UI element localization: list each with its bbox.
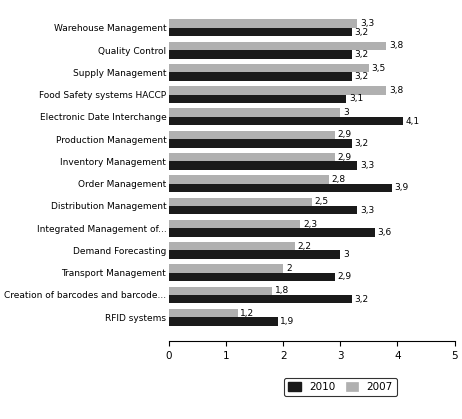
Bar [169, 228, 375, 237]
Text: 3,5: 3,5 [372, 64, 386, 73]
Text: 3,2: 3,2 [355, 28, 369, 37]
Bar [169, 264, 283, 273]
Text: 3,9: 3,9 [395, 184, 409, 192]
Bar [169, 295, 352, 303]
Bar [169, 50, 352, 59]
Bar [169, 117, 403, 125]
Bar [169, 175, 329, 184]
Text: 2: 2 [286, 264, 292, 273]
Text: 3,2: 3,2 [355, 50, 369, 59]
Text: 3,3: 3,3 [360, 19, 375, 28]
Text: 2,3: 2,3 [303, 220, 317, 228]
Text: 3,2: 3,2 [355, 295, 369, 304]
Text: 1,8: 1,8 [275, 286, 289, 295]
Bar [169, 197, 312, 206]
Text: 2,9: 2,9 [337, 130, 352, 140]
Text: 1,2: 1,2 [240, 308, 255, 318]
Text: 3,2: 3,2 [355, 139, 369, 148]
Text: 2,5: 2,5 [315, 197, 329, 206]
Text: 2,9: 2,9 [337, 153, 352, 162]
Bar [169, 242, 295, 251]
Bar [169, 287, 272, 295]
Bar [169, 72, 352, 81]
Bar [169, 64, 369, 72]
Text: 3: 3 [343, 250, 349, 259]
Bar [169, 131, 334, 139]
Bar [169, 42, 386, 50]
Bar [169, 28, 352, 36]
Bar [169, 139, 352, 147]
Text: 4,1: 4,1 [406, 116, 420, 126]
Text: 1,9: 1,9 [280, 317, 295, 326]
Text: 3,8: 3,8 [389, 41, 403, 50]
Bar [169, 86, 386, 95]
Text: 2,9: 2,9 [337, 272, 352, 282]
Legend: 2010, 2007: 2010, 2007 [284, 378, 397, 396]
Text: 3,3: 3,3 [360, 206, 375, 215]
Bar [169, 317, 278, 326]
Bar [169, 309, 237, 317]
Bar [169, 95, 346, 103]
Text: 3,8: 3,8 [389, 86, 403, 95]
Text: 2,8: 2,8 [332, 175, 346, 184]
Bar [169, 161, 358, 170]
Bar [169, 273, 334, 281]
Bar [169, 184, 392, 192]
Text: 3,3: 3,3 [360, 161, 375, 170]
Text: 3,1: 3,1 [349, 94, 363, 103]
Bar [169, 153, 334, 161]
Text: 3,2: 3,2 [355, 72, 369, 81]
Text: 3: 3 [343, 108, 349, 117]
Bar [169, 251, 340, 259]
Bar [169, 109, 340, 117]
Text: 3,6: 3,6 [377, 228, 392, 237]
Bar [169, 220, 300, 228]
Bar [169, 19, 358, 28]
Bar [169, 206, 358, 215]
Text: 2,2: 2,2 [298, 242, 311, 251]
